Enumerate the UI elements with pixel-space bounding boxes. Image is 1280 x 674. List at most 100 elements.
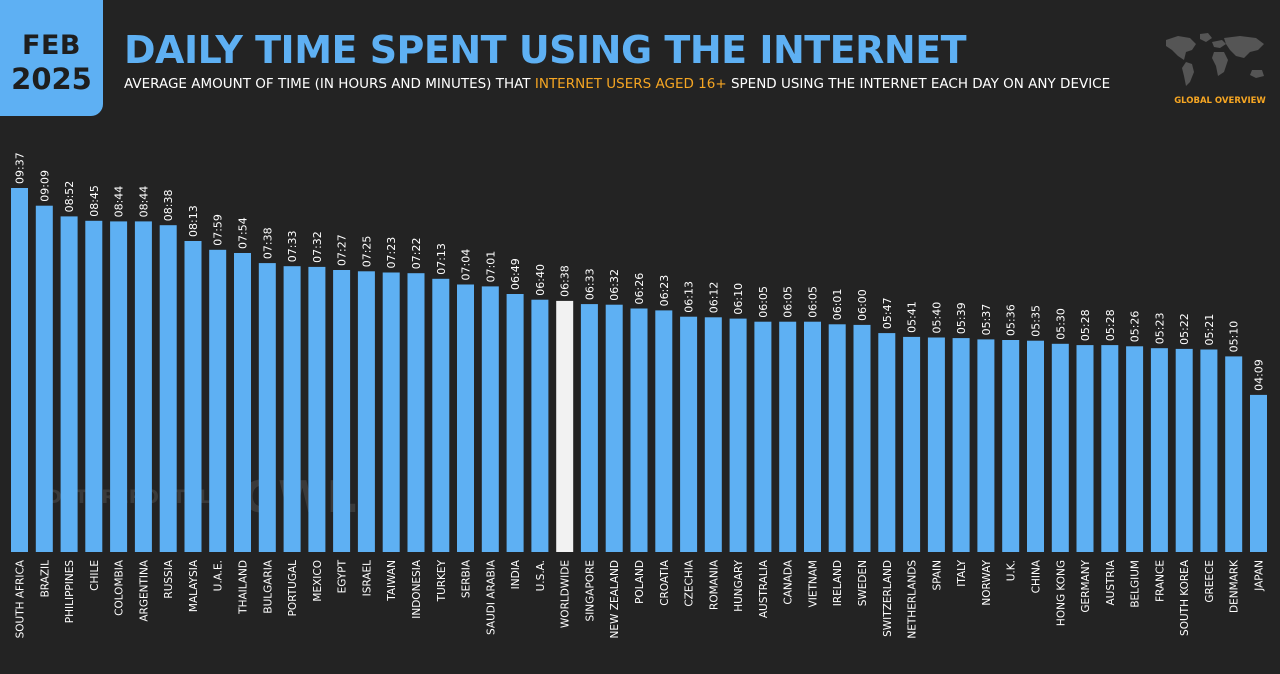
category-label: HONG KONG — [1055, 560, 1067, 626]
bar-south-africa — [11, 188, 28, 552]
bar-australia — [754, 321, 772, 552]
category-label: AUSTRALIA — [758, 559, 770, 618]
category-label: U.S.A. — [535, 560, 547, 591]
date-badge: FEB 2025 — [0, 0, 103, 116]
bar-china — [1027, 340, 1044, 552]
bar-poland — [630, 308, 648, 552]
date-year: 2025 — [11, 62, 92, 96]
value-label: 05:21 — [1203, 314, 1216, 346]
category-label: HUNGARY — [733, 559, 745, 611]
category-label: COLOMBIA — [114, 559, 126, 616]
category-label: INDIA — [510, 559, 522, 589]
bar-taiwan — [382, 272, 400, 552]
category-label: CHINA — [1031, 559, 1043, 593]
category-label: GERMANY — [1080, 559, 1092, 612]
category-label: RUSSIA — [163, 559, 175, 598]
value-label: 06:33 — [583, 268, 596, 300]
value-label: 05:10 — [1228, 321, 1241, 353]
bar-colombia — [110, 221, 128, 552]
bar-portugal — [283, 266, 301, 552]
category-label: SOUTH AFRICA — [15, 559, 27, 638]
value-label: 07:01 — [484, 251, 497, 283]
category-label: SINGAPORE — [584, 560, 596, 621]
value-label: 07:23 — [385, 237, 398, 269]
value-label: 05:28 — [1104, 309, 1117, 341]
value-label: 06:05 — [757, 286, 770, 318]
category-label: BELGIUM — [1130, 560, 1142, 608]
category-label: WORLDWIDE — [560, 560, 572, 628]
category-label: BULGARIA — [262, 559, 274, 613]
bar-turkey — [432, 278, 450, 552]
value-label: 07:04 — [460, 249, 473, 281]
bar-indonesia — [407, 273, 425, 552]
bar-u-k — [1002, 340, 1020, 552]
category-label: JAPAN — [1254, 560, 1266, 592]
category-label: NORWAY — [981, 559, 993, 605]
category-label: POLAND — [634, 560, 646, 604]
value-label: 06:05 — [807, 286, 820, 318]
value-label: 07:59 — [212, 214, 225, 246]
bar-singapore — [580, 304, 598, 552]
bar-malaysia — [184, 241, 202, 552]
bar-japan — [1250, 394, 1267, 552]
value-label: 06:32 — [608, 269, 621, 301]
bar-vietnam — [804, 321, 821, 552]
chart-subtitle: AVERAGE AMOUNT OF TIME (IN HOURS AND MIN… — [124, 76, 1110, 92]
value-label: 08:44 — [137, 186, 150, 218]
category-label: PHILIPPINES — [64, 560, 76, 624]
bar-ireland — [828, 324, 846, 552]
category-label: CANADA — [783, 559, 795, 604]
bar-switzerland — [878, 333, 896, 552]
value-label: 06:26 — [633, 273, 646, 305]
category-label: NEW ZEALAND — [609, 560, 621, 638]
bar-austria — [1101, 345, 1119, 552]
category-label: TURKEY — [436, 559, 448, 602]
bar-india — [506, 294, 524, 552]
category-label: PORTUGAL — [287, 560, 299, 617]
bar-czechia — [680, 316, 698, 552]
bar-greece — [1200, 349, 1218, 552]
value-label: 04:09 — [1253, 359, 1266, 391]
value-label: 08:52 — [63, 181, 76, 213]
bar-germany — [1076, 345, 1094, 552]
subtitle-text-end: SPEND USING THE INTERNET EACH DAY ON ANY… — [726, 76, 1111, 92]
bar-egypt — [333, 270, 351, 552]
subtitle-highlight: INTERNET USERS AGED 16+ — [534, 76, 727, 92]
bar-chile — [85, 220, 103, 553]
value-label: 08:44 — [113, 186, 126, 218]
value-label: 07:33 — [286, 230, 299, 262]
category-label: EGYPT — [337, 559, 349, 593]
bar-norway — [977, 339, 995, 552]
date-month: FEB — [22, 30, 81, 61]
category-label: U.K. — [1006, 560, 1018, 581]
value-label: 08:13 — [187, 205, 200, 237]
value-label: 05:47 — [881, 297, 894, 329]
world-map-icon — [1166, 33, 1264, 86]
value-label: 07:22 — [410, 237, 423, 269]
value-label: 05:23 — [1153, 312, 1166, 344]
value-label: 05:37 — [980, 304, 993, 336]
bar-south-korea — [1175, 348, 1193, 552]
global-overview-label: GLOBAL OVERVIEW — [1174, 96, 1266, 106]
value-label: 06:12 — [707, 282, 720, 314]
category-label: SAUDI ARABIA — [485, 559, 497, 635]
bar-denmark — [1225, 356, 1243, 552]
bar-france — [1150, 348, 1168, 552]
value-label: 08:38 — [162, 189, 175, 221]
bar-thailand — [234, 253, 251, 552]
bar-mexico — [308, 266, 326, 552]
value-label: 05:30 — [1054, 308, 1067, 340]
category-label: SWEDEN — [857, 560, 869, 606]
value-label: 05:22 — [1178, 313, 1191, 345]
bar-netherlands — [903, 336, 921, 552]
bar-u-a-e — [209, 249, 227, 553]
bar-spain — [927, 337, 945, 552]
value-label: 05:28 — [1079, 309, 1092, 341]
value-label: 06:13 — [683, 281, 696, 313]
value-label: 06:05 — [782, 286, 795, 318]
value-label: 06:40 — [534, 264, 547, 296]
value-label: 07:54 — [237, 217, 250, 249]
subtitle-text-start: AVERAGE AMOUNT OF TIME (IN HOURS AND MIN… — [124, 76, 535, 92]
bar-worldwide — [556, 300, 574, 552]
